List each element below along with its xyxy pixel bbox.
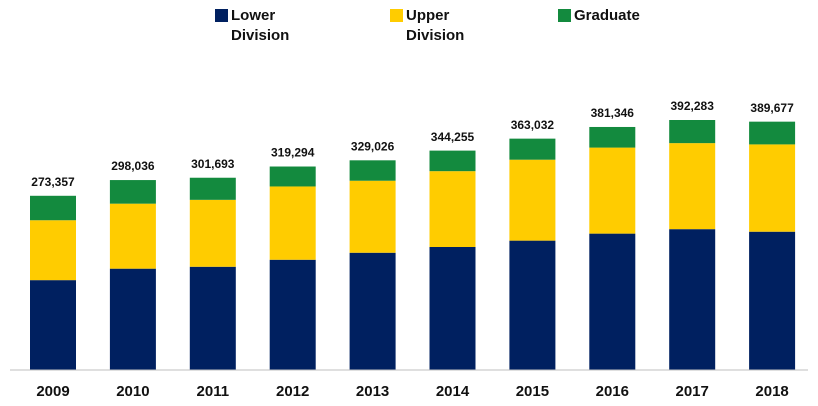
x-tick-label: 2010 xyxy=(116,383,149,400)
legend-swatch xyxy=(215,9,228,22)
bar-segment xyxy=(269,186,316,260)
bar-segment xyxy=(589,147,636,234)
bar-segment xyxy=(189,199,236,267)
legend-item: Upper Division xyxy=(390,6,486,46)
x-tick-label: 2011 xyxy=(197,383,230,400)
total-label: 301,693 xyxy=(191,157,235,171)
bar-segment xyxy=(509,159,556,241)
total-label: 389,677 xyxy=(750,101,794,115)
bar-segment xyxy=(429,150,476,172)
bar-segment xyxy=(269,166,316,187)
bar-segment xyxy=(349,160,396,181)
total-label: 329,026 xyxy=(351,139,395,153)
legend-label: Upper Division xyxy=(406,7,465,44)
legend-item: Graduate xyxy=(558,6,654,26)
bar-segment xyxy=(189,177,236,200)
bar-segment xyxy=(109,203,156,269)
bar-segment xyxy=(349,252,396,370)
legend-label: Graduate xyxy=(574,7,640,24)
bar-segment xyxy=(429,247,476,370)
legend-swatch xyxy=(390,9,403,22)
x-tick-label: 2015 xyxy=(516,383,549,400)
total-label: 273,357 xyxy=(31,175,75,189)
x-tick-label: 2009 xyxy=(36,383,69,400)
x-tick-label: 2014 xyxy=(436,383,470,400)
bar-segment xyxy=(669,229,716,370)
total-label: 344,255 xyxy=(431,130,475,144)
legend-swatch xyxy=(558,9,571,22)
bar-segment xyxy=(30,220,76,281)
legend-label: Lower Division xyxy=(231,7,290,44)
bar-segment xyxy=(349,180,396,253)
bar-segment xyxy=(30,195,76,221)
bar-segment xyxy=(749,231,796,370)
total-label: 363,032 xyxy=(511,118,555,132)
x-tick-label: 2013 xyxy=(356,383,389,400)
legend-item: Lower Division xyxy=(215,6,311,46)
bar-segment xyxy=(189,266,236,370)
x-tick-label: 2017 xyxy=(676,383,709,400)
bar-segment xyxy=(429,171,476,248)
total-label: 298,036 xyxy=(111,159,155,173)
x-tick-label: 2018 xyxy=(755,383,788,400)
bar-segment xyxy=(269,259,316,370)
bar-segment xyxy=(30,280,76,370)
total-label: 392,283 xyxy=(671,99,715,113)
bar-segment xyxy=(109,268,156,370)
bar-segment xyxy=(749,121,796,145)
bar-segment xyxy=(109,180,156,204)
total-label: 381,346 xyxy=(591,106,635,120)
bar-segment xyxy=(589,233,636,370)
x-tick-label: 2016 xyxy=(596,383,629,400)
bar-segment xyxy=(589,126,636,148)
bar-segment xyxy=(509,138,556,160)
x-tick-label: 2012 xyxy=(276,383,309,400)
bar-segment xyxy=(749,144,796,232)
bar-segment xyxy=(669,120,716,144)
total-label: 319,294 xyxy=(271,146,315,160)
bar-segment xyxy=(509,240,556,370)
bar-segment xyxy=(669,143,716,230)
